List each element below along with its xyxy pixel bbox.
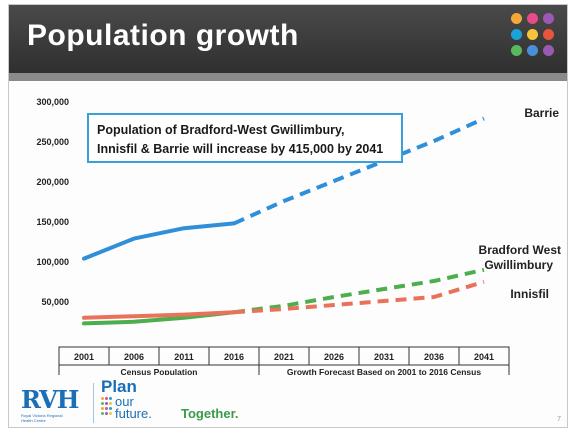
series-label-barrie: Barrie xyxy=(524,106,559,120)
header-dots-logo xyxy=(511,13,561,63)
footer-divider xyxy=(93,383,94,423)
group-label: Census Population xyxy=(121,367,198,375)
y-tick-label: 150,000 xyxy=(36,217,69,227)
plan-mini-dot xyxy=(101,412,104,415)
annotation-line-2: Innisfil & Barrie will increase by 415,0… xyxy=(97,142,384,156)
header-accent-bar xyxy=(9,73,567,81)
header-dot xyxy=(527,29,538,40)
x-axis-table xyxy=(58,346,510,366)
together-text: Together. xyxy=(181,406,239,421)
plan-mini-dot xyxy=(109,412,112,415)
header-dot xyxy=(543,45,554,56)
plan-mini-dot xyxy=(101,402,104,405)
y-tick-label: 200,000 xyxy=(36,177,69,187)
header-dot xyxy=(511,45,522,56)
rvh-logo: RVH xyxy=(21,385,79,414)
header-dot xyxy=(543,29,554,40)
slide-title: Population growth xyxy=(27,19,299,52)
plan-mini-dot xyxy=(105,397,108,400)
series-label-bradford-2: Gwillimbury xyxy=(484,258,553,272)
plan-text: Plan xyxy=(101,377,137,396)
y-tick-label: 300,000 xyxy=(36,97,69,107)
y-tick-label: 250,000 xyxy=(36,137,69,147)
series-line-census xyxy=(82,221,236,261)
x-tick-label: 2016 xyxy=(224,352,244,362)
x-tick-label: 2011 xyxy=(174,352,194,362)
our-text: our xyxy=(115,394,134,409)
x-tick-label: 2036 xyxy=(424,352,444,362)
series-line-forecast xyxy=(233,267,485,315)
header-dot xyxy=(527,45,538,56)
plan-dots-icon xyxy=(101,397,113,421)
header-dot xyxy=(543,13,554,24)
series-label-bradford-1: Bradford West xyxy=(479,243,561,257)
slide-header: Population growth xyxy=(9,5,567,73)
header-dot xyxy=(511,29,522,40)
slide: Population growth 300,000 250,000 200,000 1… xyxy=(8,4,568,428)
plan-mini-dot xyxy=(109,402,112,405)
plan-mini-dot xyxy=(105,412,108,415)
x-tick-label: 2021 xyxy=(274,352,294,362)
x-tick-label: 2031 xyxy=(374,352,394,362)
plan-mini-dot xyxy=(105,407,108,410)
group-label: Growth Forecast Based on 2001 to 2016 Ce… xyxy=(287,367,481,375)
annotation-box: Population of Bradford-West Gwillimbury,… xyxy=(87,113,403,163)
rvh-logo-subtitle: Royal Victoria Regional Health Centre xyxy=(21,413,63,423)
series-line-census xyxy=(82,310,236,320)
future-text: future. xyxy=(115,406,152,421)
y-tick-label: 50,000 xyxy=(41,297,69,307)
page-number: 7 xyxy=(557,416,561,423)
header-dot xyxy=(527,13,538,24)
annotation-line-1: Population of Bradford-West Gwillimbury, xyxy=(97,123,345,137)
population-chart: 300,000 250,000 200,000 150,000 100,000 50,00… xyxy=(36,97,561,375)
plan-mini-dot xyxy=(101,397,104,400)
y-tick-label: 100,000 xyxy=(36,257,69,267)
x-tick-label: 2026 xyxy=(324,352,344,362)
series-line-forecast xyxy=(233,279,485,315)
x-tick-label: 2041 xyxy=(474,352,494,362)
header-dot xyxy=(511,13,522,24)
plan-mini-dot xyxy=(109,407,112,410)
series-line-forecast xyxy=(233,116,485,226)
series-label-innisfil: Innisfil xyxy=(510,287,549,301)
plan-mini-dot xyxy=(109,397,112,400)
plan-mini-dot xyxy=(101,407,104,410)
x-tick-label: 2001 xyxy=(74,352,94,362)
plan-mini-dot xyxy=(105,402,108,405)
footer: RVH Royal Victoria Regional Health Centr… xyxy=(9,377,567,427)
x-tick-label: 2006 xyxy=(124,352,144,362)
